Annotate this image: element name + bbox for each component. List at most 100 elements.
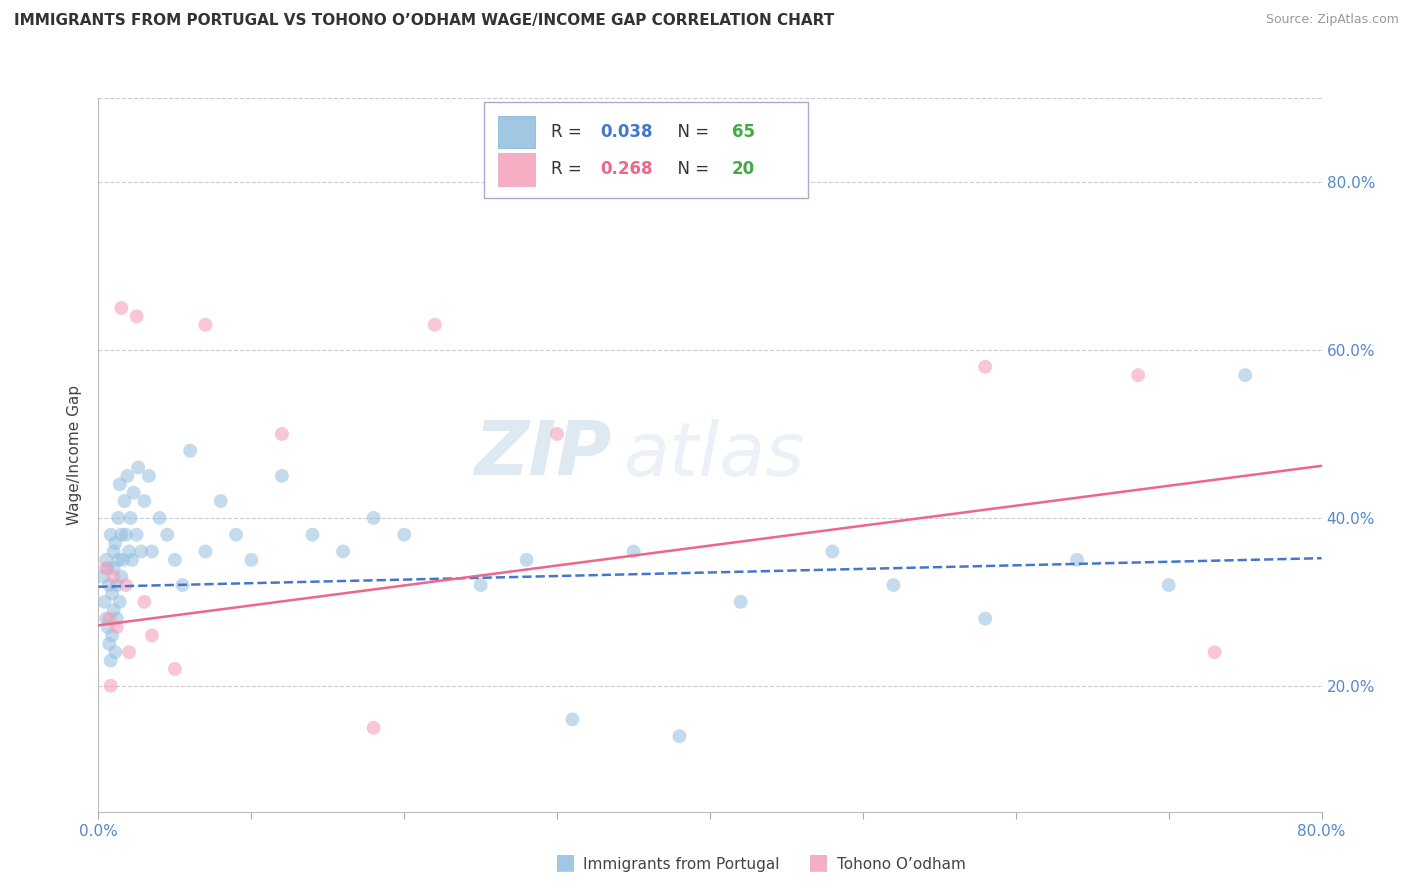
Point (668, 729, 690, 743)
Point (110, 301, 132, 315)
Point (104, 645, 127, 659)
Point (100, 654, 122, 668)
Point (110, 527, 132, 541)
Text: ZIP: ZIP (475, 418, 612, 491)
Point (98, 637, 121, 651)
Point (270, 469, 292, 483)
Point (93, 595, 115, 609)
Point (127, 460, 149, 475)
Point (97, 561, 120, 575)
Point (108, 477, 131, 491)
Point (122, 485, 145, 500)
Point (115, 527, 138, 541)
Point (883, 578, 905, 592)
Point (107, 511, 129, 525)
Text: N =: N = (668, 161, 714, 178)
Text: 65: 65 (733, 123, 755, 141)
Point (97, 620, 120, 634)
Text: 0.268: 0.268 (600, 161, 652, 178)
Point (107, 553, 129, 567)
Point (120, 511, 142, 525)
Point (94, 553, 117, 567)
Point (134, 494, 156, 508)
Point (623, 544, 645, 558)
Point (105, 612, 128, 626)
Point (821, 544, 844, 558)
Point (561, 712, 583, 726)
Point (91, 569, 114, 583)
Point (156, 527, 179, 541)
Point (423, 318, 446, 332)
Text: ■: ■ (555, 853, 576, 872)
Point (101, 628, 124, 642)
Point (121, 553, 143, 567)
Point (94, 561, 117, 575)
Text: 20: 20 (733, 161, 755, 178)
Point (194, 544, 217, 558)
Point (149, 511, 172, 525)
Text: R =: R = (551, 123, 588, 141)
Point (110, 569, 132, 583)
Point (172, 578, 194, 592)
Bar (498, 153, 536, 186)
Point (546, 426, 568, 441)
Point (209, 494, 232, 508)
Point (101, 586, 124, 600)
Point (163, 662, 186, 676)
Point (1157, 578, 1180, 592)
Point (103, 561, 125, 575)
Text: N =: N = (668, 123, 714, 141)
Point (98, 612, 121, 626)
Point (115, 578, 138, 592)
Point (103, 544, 125, 558)
Point (179, 443, 201, 458)
Point (1066, 553, 1088, 567)
Text: R =: R = (551, 161, 588, 178)
Point (1204, 645, 1226, 659)
Point (1128, 368, 1150, 383)
Text: Immigrants from Portugal: Immigrants from Portugal (583, 857, 780, 872)
Point (141, 628, 163, 642)
Point (270, 426, 292, 441)
Point (125, 527, 148, 541)
Point (974, 612, 997, 626)
Point (240, 553, 263, 567)
Point (974, 359, 997, 374)
Point (103, 569, 125, 583)
Point (332, 544, 354, 558)
Text: ■: ■ (808, 853, 830, 872)
Point (516, 553, 538, 567)
Point (125, 310, 148, 324)
Point (112, 494, 135, 508)
Point (194, 318, 217, 332)
Point (470, 578, 492, 592)
Text: atlas: atlas (624, 419, 806, 491)
Point (118, 645, 141, 659)
Point (138, 469, 160, 483)
Point (104, 536, 127, 550)
Point (105, 578, 128, 592)
Text: Tohono O’odham: Tohono O’odham (837, 857, 966, 872)
Point (225, 527, 247, 541)
Point (105, 620, 128, 634)
Point (111, 553, 134, 567)
FancyBboxPatch shape (484, 102, 808, 198)
Point (100, 527, 122, 541)
Point (94, 612, 117, 626)
Bar (498, 116, 536, 148)
Point (103, 603, 125, 617)
Text: IMMIGRANTS FROM PORTUGAL VS TOHONO O’ODHAM WAGE/INCOME GAP CORRELATION CHART: IMMIGRANTS FROM PORTUGAL VS TOHONO O’ODH… (14, 13, 834, 29)
Point (134, 595, 156, 609)
Point (1234, 368, 1257, 383)
Point (363, 721, 385, 735)
Point (363, 511, 385, 525)
Text: 0.038: 0.038 (600, 123, 652, 141)
Point (100, 679, 122, 693)
Point (129, 544, 152, 558)
Point (392, 527, 416, 541)
Point (141, 544, 163, 558)
Point (730, 595, 752, 609)
Text: Source: ZipAtlas.com: Source: ZipAtlas.com (1265, 13, 1399, 27)
Point (118, 544, 141, 558)
Point (301, 527, 323, 541)
